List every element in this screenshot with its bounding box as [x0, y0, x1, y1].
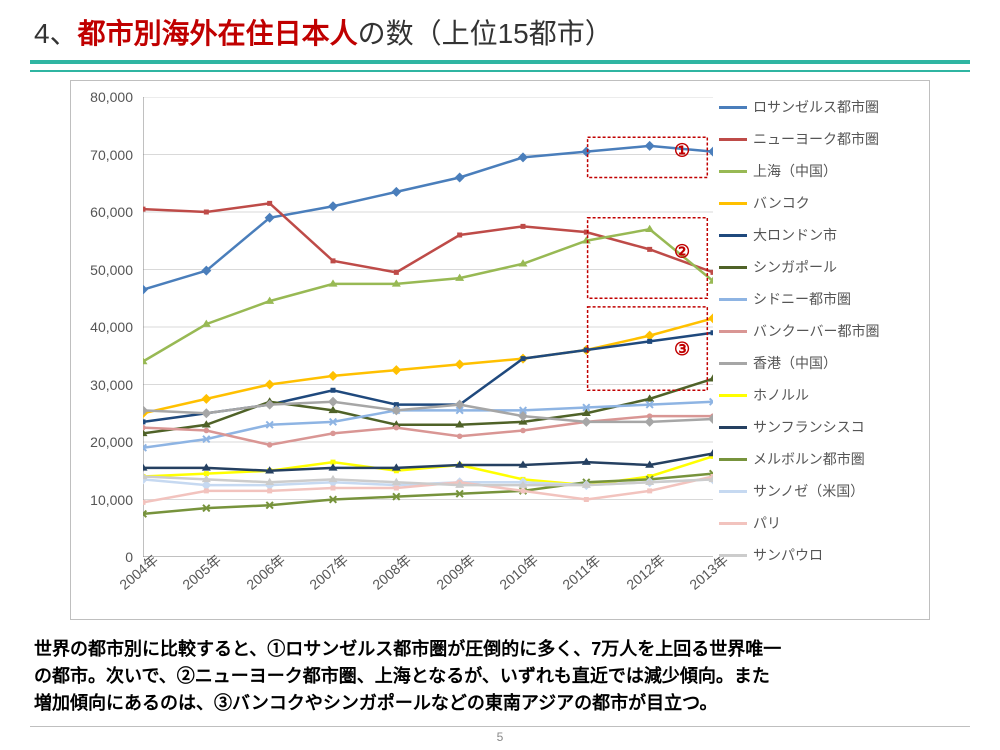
legend-swatch — [719, 202, 747, 205]
legend-swatch — [719, 522, 747, 525]
y-tick-label: 50,000 — [90, 262, 133, 278]
y-tick-label: 30,000 — [90, 377, 133, 393]
chart-legend: ロサンゼルス都市圏ニューヨーク都市圏上海（中国） バンコク大ロンドン市シンガポール… — [719, 97, 919, 577]
chart-container: 0 10,000 20,000 30,000 40,000 50,000 60,000 70,… — [70, 80, 930, 620]
caption-line: 世界の都市別に比較すると、①ロサンゼルス都市圏が圧倒的に多く、7万人を上回る世界… — [34, 639, 781, 659]
legend-swatch — [719, 106, 747, 109]
legend-item: メルボルン都市圏 — [719, 449, 919, 469]
legend-label: シドニー都市圏 — [753, 289, 851, 309]
title-rule-thin — [30, 70, 970, 72]
chart-svg: ① ② ③ — [143, 97, 713, 557]
legend-item: 上海（中国） — [719, 161, 919, 181]
caption-line: の都市。次いで、②ニューヨーク都市圏、上海となるが、いずれも直近では減少傾向。ま… — [34, 666, 770, 686]
y-tick-label: 70,000 — [90, 147, 133, 163]
legend-label: サンノゼ（米国） — [753, 481, 864, 501]
legend-item: ニューヨーク都市圏 — [719, 129, 919, 149]
legend-item: サンパウロ — [719, 545, 919, 565]
caption-text: 世界の都市別に比較すると、①ロサンゼルス都市圏が圧倒的に多く、7万人を上回る世界… — [34, 636, 966, 717]
legend-label: シンガポール — [753, 257, 837, 277]
legend-label: ホノルル — [753, 385, 809, 405]
legend-label: サンパウロ — [753, 545, 823, 565]
legend-label: バンコク — [753, 193, 810, 213]
legend-swatch — [719, 394, 747, 397]
legend-item: バンコク — [719, 193, 919, 213]
svg-text:①: ① — [674, 141, 690, 161]
x-axis-labels: 2004年2005年2006年2007年2008年2009年2010年2011年… — [143, 561, 713, 617]
page-number: 5 — [0, 730, 1000, 744]
x-tick-label: 2011年 — [558, 551, 605, 595]
y-tick-label: 80,000 — [90, 89, 133, 105]
legend-item: シンガポール — [719, 257, 919, 277]
legend-label: パリ — [753, 513, 781, 533]
legend-label: 香港（中国） — [753, 353, 837, 373]
footer-rule — [30, 726, 970, 727]
legend-label: 大ロンドン市 — [753, 225, 837, 245]
legend-swatch — [719, 170, 747, 173]
legend-item: サンノゼ（米国） — [719, 481, 919, 501]
y-tick-label: 20,000 — [90, 434, 133, 450]
chart-plot-area: ① ② ③ — [143, 97, 713, 557]
caption-line: 増加傾向にあるのは、③バンコクやシンガポールなどの東南アジアの都市が目立つ。 — [34, 693, 717, 713]
legend-swatch — [719, 362, 747, 365]
title-suffix: の数（上位15都市） — [358, 18, 613, 49]
legend-swatch — [719, 266, 747, 269]
legend-item: パリ — [719, 513, 919, 533]
y-tick-label: 60,000 — [90, 204, 133, 220]
legend-item: シドニー都市圏 — [719, 289, 919, 309]
legend-label: ロサンゼルス都市圏 — [753, 97, 879, 117]
legend-item: 香港（中国） — [719, 353, 919, 373]
y-tick-label: 10,000 — [90, 492, 133, 508]
svg-text:③: ③ — [674, 339, 690, 359]
legend-item: バンクーバー都市圏 — [719, 321, 919, 341]
y-axis-labels: 010,00020,00030,00040,00050,00060,00070,… — [71, 97, 139, 557]
legend-item: ホノルル — [719, 385, 919, 405]
legend-swatch — [719, 458, 747, 461]
title-highlight: 都市別海外在住日本人 — [78, 18, 358, 49]
legend-label: 上海（中国） — [753, 161, 837, 181]
legend-item: ロサンゼルス都市圏 — [719, 97, 919, 117]
y-tick-label: 40,000 — [90, 319, 133, 335]
legend-swatch — [719, 138, 747, 141]
legend-label: ニューヨーク都市圏 — [753, 129, 879, 149]
legend-label: バンクーバー都市圏 — [753, 321, 880, 341]
legend-swatch — [719, 330, 747, 333]
legend-item: サンフランシスコ — [719, 417, 919, 437]
svg-text:②: ② — [674, 241, 690, 261]
title-prefix: 4、 — [34, 18, 78, 49]
legend-label: メルボルン都市圏 — [753, 449, 865, 469]
y-tick-label: 0 — [125, 549, 133, 565]
legend-label: サンフランシスコ — [753, 417, 865, 437]
legend-swatch — [719, 426, 747, 429]
legend-swatch — [719, 298, 747, 301]
title-rule-thick — [30, 60, 970, 64]
page-title: 4、都市別海外在住日本人の数（上位15都市） — [0, 0, 1000, 60]
legend-swatch — [719, 554, 747, 557]
legend-swatch — [719, 490, 747, 493]
legend-swatch — [719, 234, 747, 237]
legend-item: 大ロンドン市 — [719, 225, 919, 245]
